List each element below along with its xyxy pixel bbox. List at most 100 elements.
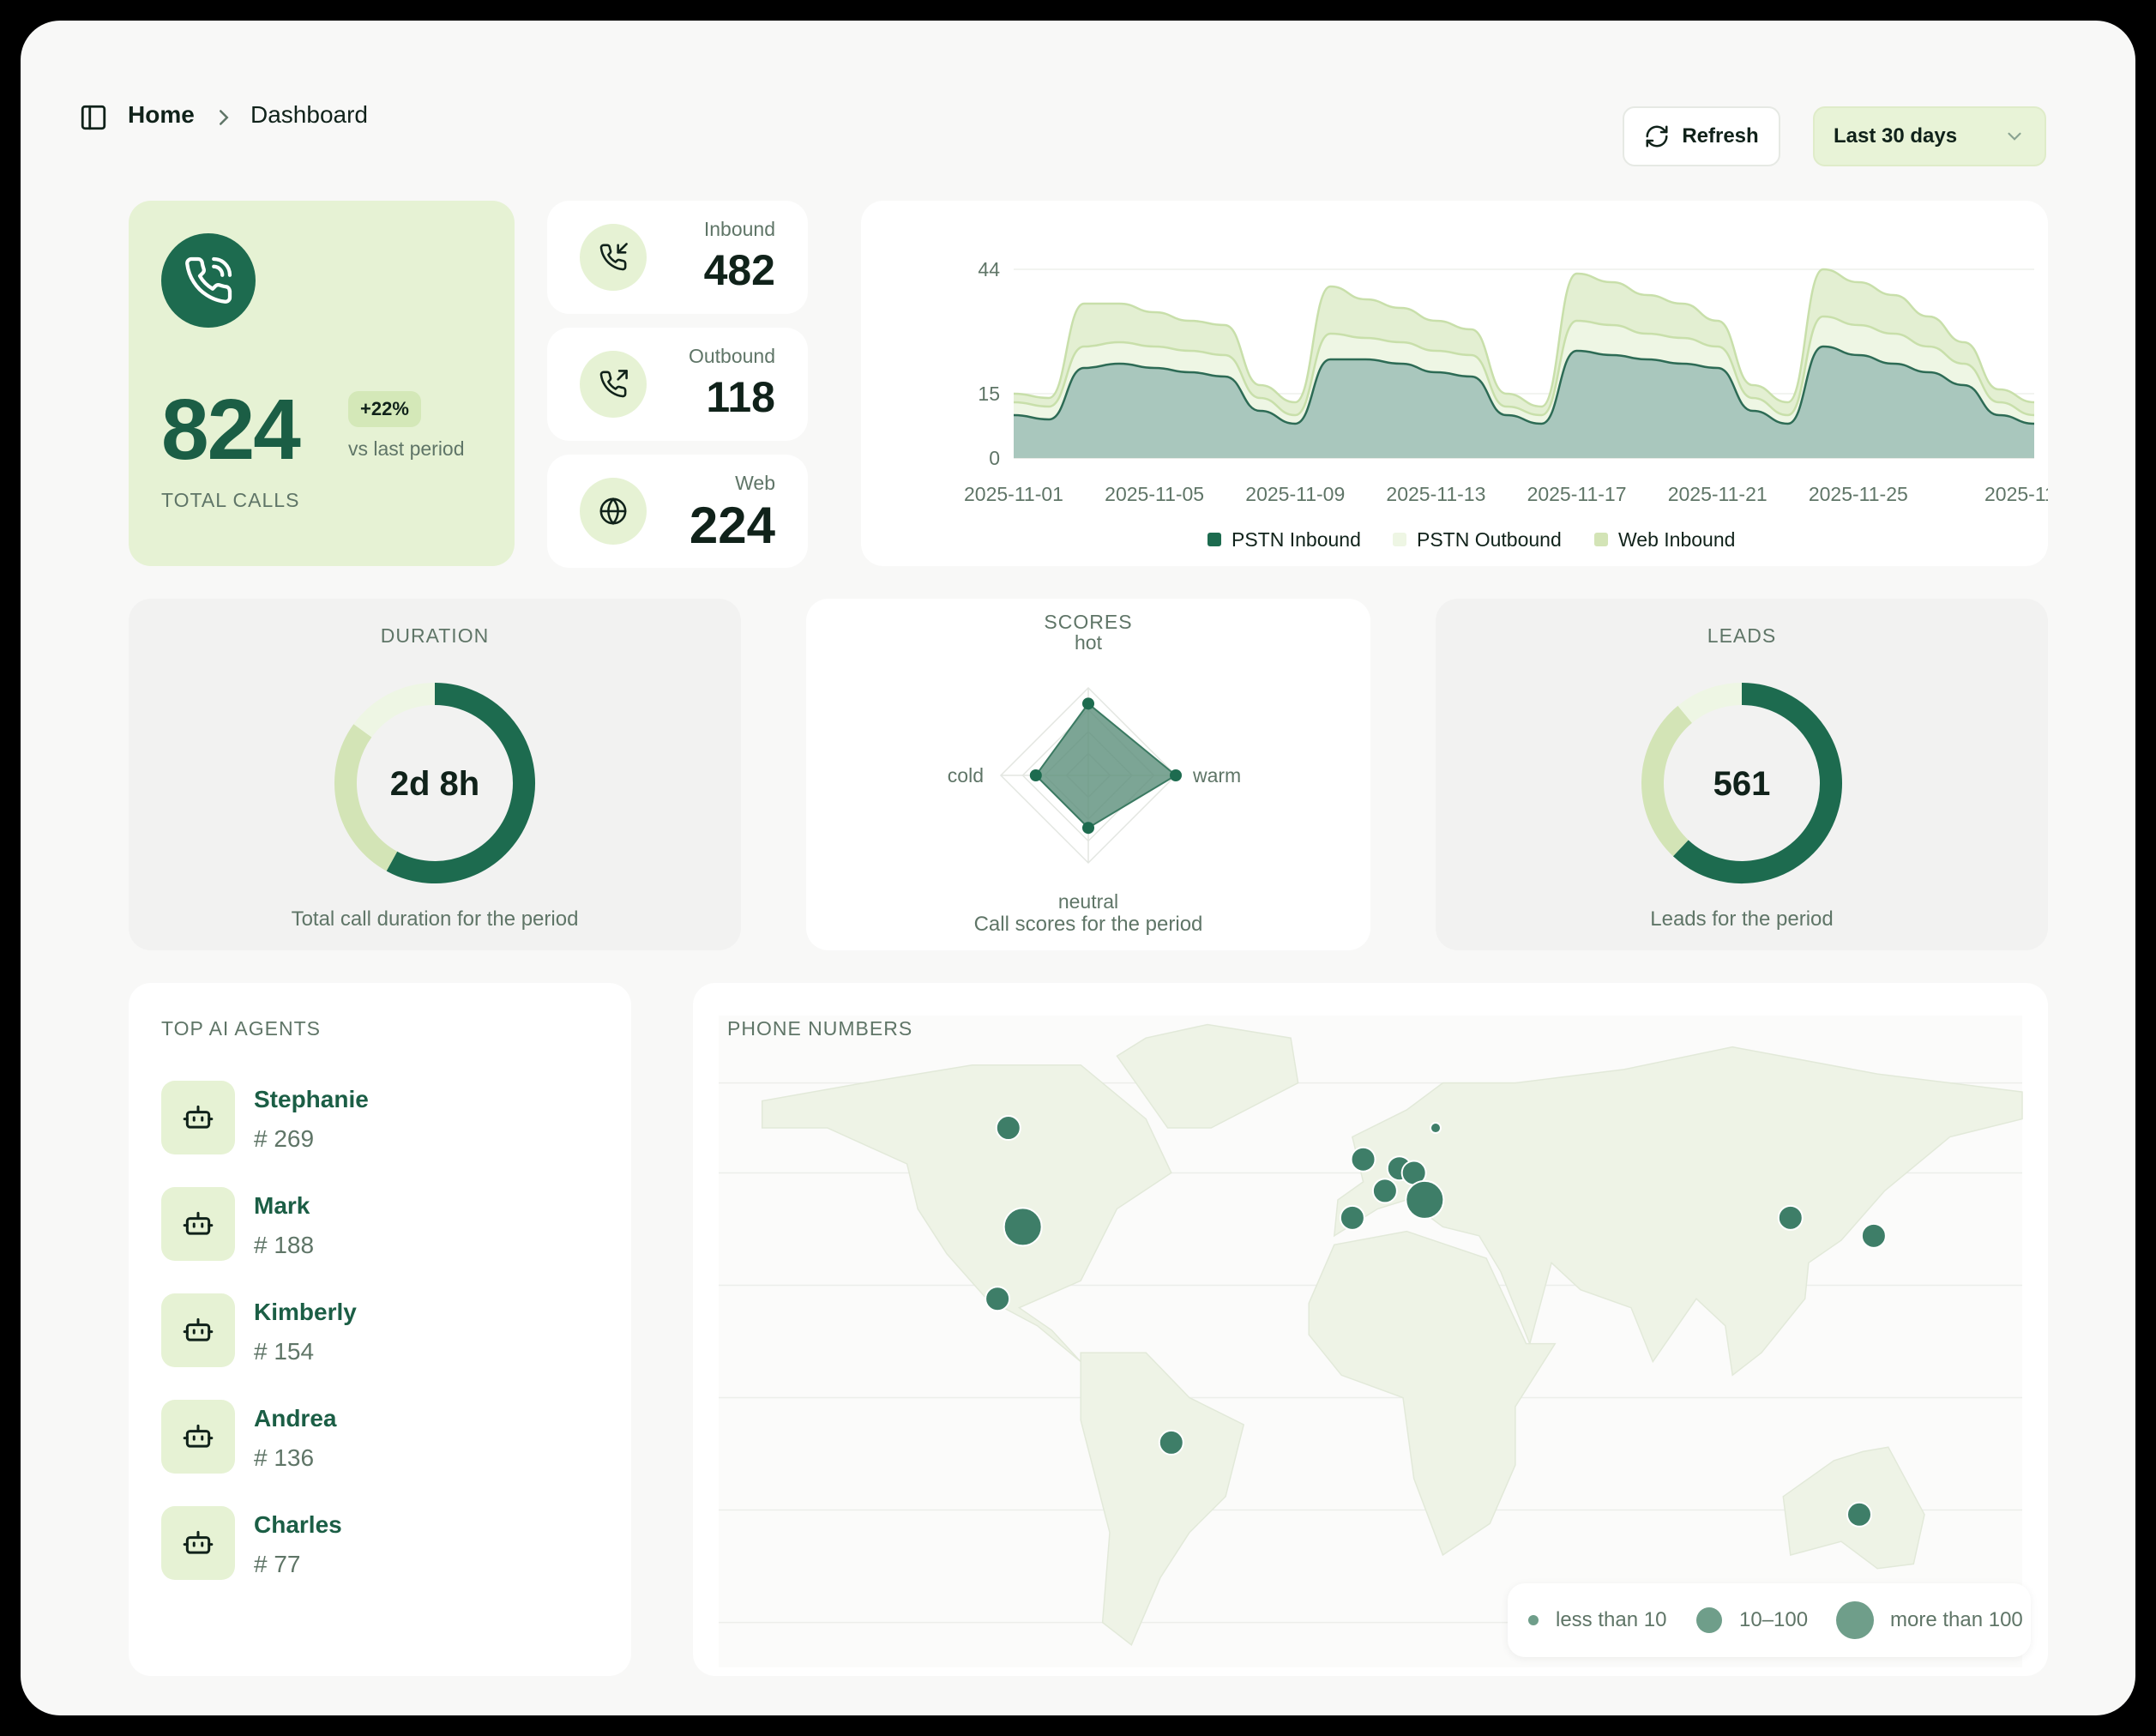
agent-row[interactable]: Mark # 188 (161, 1185, 607, 1271)
donut-center-value: 2d 8h (390, 765, 479, 803)
donut-segment (353, 683, 436, 738)
radar-point (1029, 769, 1042, 781)
x-tick-label: 2025-11-30 (1984, 483, 2048, 505)
legend-swatch (1594, 533, 1608, 546)
chevron-down-icon (2008, 132, 2021, 141)
refresh-icon (1646, 125, 1668, 148)
phone-number-marker (1430, 1122, 1442, 1135)
phone-number-marker (1405, 1179, 1445, 1220)
trend-badge: +22% (348, 391, 421, 427)
phone-number-marker (985, 1286, 1011, 1312)
phone-incoming-icon (580, 224, 647, 291)
phone-number-marker (995, 1115, 1021, 1142)
agent-name: Stephanie (254, 1086, 369, 1112)
phone-number-marker (1846, 1501, 1872, 1528)
legend-swatch (1393, 533, 1406, 546)
refresh-label: Refresh (1682, 124, 1759, 148)
inbound-value: 482 (703, 246, 775, 294)
total-calls-value: 824 (161, 382, 301, 478)
legend-dot-mid (1696, 1607, 1722, 1633)
scores-title: SCORES (1044, 611, 1133, 633)
web-label: Web (735, 472, 775, 494)
legend-label-small: less than 10 (1556, 1608, 1667, 1631)
phone-icon (161, 233, 256, 328)
line-pstn-inbound (1013, 345, 2035, 425)
radar-point (1082, 822, 1094, 835)
map-legend: less than 10 10–100 more than 100 (1508, 1583, 2031, 1657)
robot-icon (183, 1105, 214, 1129)
donut-center-value: 561 (1713, 765, 1771, 803)
radar-point (1170, 769, 1182, 781)
duration-title: DURATION (380, 624, 490, 647)
breadcrumb-current: Dashboard (250, 101, 368, 128)
land-greenland (1116, 1023, 1299, 1129)
inbound-label: Inbound (703, 218, 775, 240)
inbound-card: Inbound 482 (547, 201, 808, 314)
legend-label-large: more than 100 (1890, 1608, 2023, 1631)
agent-call-count: # 136 (254, 1444, 315, 1471)
phone-outgoing-icon (580, 351, 647, 418)
phone-numbers-map-card: PHONE NUMBERS less than 10 10–100 more t… (693, 983, 2048, 1676)
refresh-button[interactable]: Refresh (1623, 106, 1780, 166)
outbound-label: Outbound (688, 345, 775, 367)
date-range-select[interactable]: Last 30 days (1813, 106, 2046, 166)
web-card: Web 224 (547, 455, 808, 568)
land-africa (1308, 1230, 1557, 1557)
y-tick-label: 15 (978, 383, 1000, 405)
header: Home Dashboard Refresh Last 30 days (21, 21, 2135, 192)
x-tick-label: 2025-11-01 (964, 483, 1063, 505)
legend-dot-large (1836, 1601, 1874, 1639)
x-tick-label: 2025-11-21 (1668, 483, 1768, 505)
scores-radar-chart: hot warm neutral cold (948, 631, 1241, 913)
leads-donut: 561 (1641, 683, 1842, 883)
calls-area-chart: 0 15 44 2025-11-01 2025-11-05 2025-11-09 2025-… (861, 201, 2048, 566)
legend-label: PSTN Inbound (1232, 528, 1361, 551)
land-north-america (761, 1064, 1172, 1363)
agent-row[interactable]: Kimberly # 154 (161, 1292, 607, 1377)
agent-call-count: # 154 (254, 1338, 315, 1365)
phone-number-marker (1860, 1222, 1887, 1249)
duration-card: DURATION 2d 8h Total call duration for t… (129, 599, 741, 950)
agent-row[interactable]: Andrea # 136 (161, 1398, 607, 1484)
x-tick-label: 2025-11-13 (1386, 483, 1485, 505)
sidebar-panel-icon[interactable] (79, 103, 108, 132)
line-pstn-outbound (1013, 315, 2035, 417)
agent-avatar (161, 1081, 235, 1154)
radar-axis-label: warm (1192, 764, 1241, 787)
legend-label: Web Inbound (1618, 528, 1735, 551)
scores-caption: Call scores for the period (973, 913, 1203, 936)
world-map (719, 1016, 2023, 1667)
radar-point (1082, 697, 1094, 710)
y-tick-label: 0 (989, 447, 1000, 469)
phone-number-marker (1339, 1204, 1365, 1231)
breadcrumb-home[interactable]: Home (128, 101, 195, 128)
legend-item-large: more than 100 (1835, 1583, 2023, 1657)
x-tick-label: 2025-11-25 (1809, 483, 1908, 505)
agent-row[interactable]: Stephanie # 269 (161, 1079, 607, 1165)
agent-avatar (161, 1293, 235, 1367)
agent-row[interactable]: Charles # 77 (161, 1504, 607, 1590)
agent-name: Charles (254, 1511, 342, 1538)
donut-segment (386, 683, 535, 883)
total-calls-label: TOTAL CALLS (161, 489, 300, 511)
radar-axis-label: cold (948, 764, 984, 787)
line-web-inbound (1013, 268, 2035, 408)
legend-label-mid: 10–100 (1739, 1608, 1809, 1631)
date-range-label: Last 30 days (1834, 124, 1958, 148)
agent-call-count: # 77 (254, 1551, 301, 1577)
agent-name: Andrea (254, 1405, 337, 1432)
phone-number-marker (1158, 1429, 1184, 1456)
phone-number-marker (1350, 1146, 1376, 1172)
total-calls-card: 824 +22% vs last period TOTAL CALLS (129, 201, 515, 566)
agent-call-count: # 188 (254, 1232, 315, 1258)
globe-icon (580, 478, 647, 545)
donut-segment (334, 724, 398, 871)
area-chart-svg: 0 15 44 2025-11-01 2025-11-05 2025-11-09 2025-… (964, 258, 2048, 551)
leads-card: LEADS 561 Leads for the period (1436, 599, 2048, 950)
legend-item-mid: 10–100 (1695, 1583, 1808, 1657)
agent-avatar (161, 1187, 235, 1261)
robot-icon (183, 1211, 214, 1235)
legend-dot-small (1528, 1615, 1539, 1625)
phone-numbers-title: PHONE NUMBERS (727, 1017, 913, 1040)
app-window: Home Dashboard Refresh Last 30 days 824 … (21, 21, 2135, 1715)
